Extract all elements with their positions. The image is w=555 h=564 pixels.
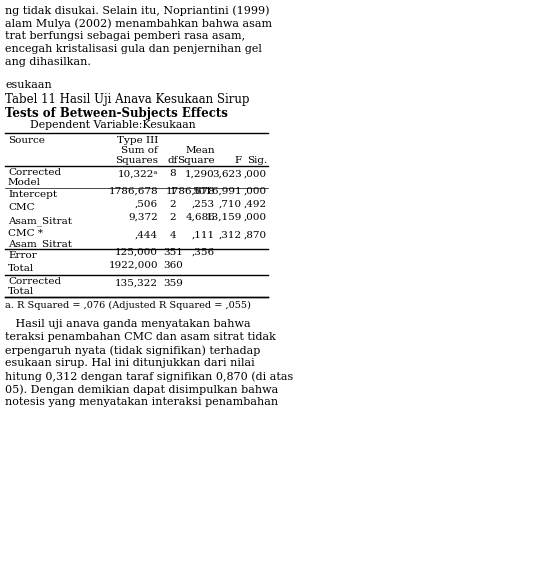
- Text: esukaan sirup. Hal ini ditunjukkan dari nilai: esukaan sirup. Hal ini ditunjukkan dari …: [5, 358, 255, 368]
- Text: Source: Source: [8, 136, 45, 145]
- Text: 2: 2: [170, 200, 176, 209]
- Text: Error: Error: [8, 251, 37, 260]
- Text: ang dihasilkan.: ang dihasilkan.: [5, 57, 91, 67]
- Text: Dependent Variable:Kesukaan: Dependent Variable:Kesukaan: [30, 120, 195, 130]
- Text: ,492: ,492: [244, 200, 267, 209]
- Text: 3,623: 3,623: [212, 170, 242, 178]
- Text: 360: 360: [163, 261, 183, 270]
- Text: 1: 1: [170, 187, 176, 196]
- Text: a. R Squared = ,076 (Adjusted R Squared = ,055): a. R Squared = ,076 (Adjusted R Squared …: [5, 301, 251, 310]
- Text: ,253: ,253: [192, 200, 215, 209]
- Text: ,444: ,444: [135, 231, 158, 240]
- Text: Type III: Type III: [117, 136, 158, 145]
- Text: ,000: ,000: [244, 170, 267, 178]
- Text: 05). Dengan demikian dapat disimpulkan bahwa: 05). Dengan demikian dapat disimpulkan b…: [5, 384, 278, 395]
- Text: Total: Total: [8, 264, 34, 273]
- Text: 135,322: 135,322: [115, 279, 158, 288]
- Text: 8: 8: [170, 170, 176, 178]
- Text: df: df: [168, 156, 178, 165]
- Text: erpengaruh nyata (tidak signifikan) terhadap: erpengaruh nyata (tidak signifikan) terh…: [5, 345, 260, 355]
- Text: 4,686: 4,686: [185, 213, 215, 222]
- Text: 1,290: 1,290: [185, 170, 215, 178]
- Text: ,000: ,000: [244, 187, 267, 196]
- Text: Sig.: Sig.: [247, 156, 267, 165]
- Text: Square: Square: [178, 156, 215, 165]
- Text: 125,000: 125,000: [115, 248, 158, 257]
- Text: Model: Model: [8, 178, 41, 187]
- Text: Mean: Mean: [185, 146, 215, 155]
- Text: 359: 359: [163, 279, 183, 288]
- Text: Intercept: Intercept: [8, 190, 57, 199]
- Text: ,870: ,870: [244, 231, 267, 240]
- Text: ,312: ,312: [219, 231, 242, 240]
- Text: Corrected: Corrected: [8, 168, 61, 177]
- Text: esukaan: esukaan: [5, 80, 52, 90]
- Text: ,000: ,000: [244, 213, 267, 222]
- Text: ,356: ,356: [192, 248, 215, 257]
- Text: F: F: [235, 156, 242, 165]
- Text: ,710: ,710: [219, 200, 242, 209]
- Text: Tabel 11 Hasil Uji Anava Kesukaan Sirup: Tabel 11 Hasil Uji Anava Kesukaan Sirup: [5, 93, 250, 106]
- Text: notesis yang menyatakan interaksi penambahan: notesis yang menyatakan interaksi penamb…: [5, 397, 278, 407]
- Text: 1786,678: 1786,678: [165, 187, 215, 196]
- Text: encegah kristalisasi gula dan penjernihan gel: encegah kristalisasi gula dan penjerniha…: [5, 44, 262, 54]
- Text: 10,322ᵃ: 10,322ᵃ: [118, 170, 158, 178]
- Text: ,506: ,506: [135, 200, 158, 209]
- Text: 351: 351: [163, 248, 183, 257]
- Text: ,111: ,111: [192, 231, 215, 240]
- Text: 9,372: 9,372: [128, 213, 158, 222]
- Text: Hasil uji anava ganda menyatakan bahwa: Hasil uji anava ganda menyatakan bahwa: [5, 319, 251, 329]
- Text: Total: Total: [8, 287, 34, 296]
- Text: 2: 2: [170, 213, 176, 222]
- Text: Tests of Between-Subjects Effects: Tests of Between-Subjects Effects: [5, 107, 228, 120]
- Text: Asam_Sitrat: Asam_Sitrat: [8, 239, 72, 249]
- Text: Squares: Squares: [115, 156, 158, 165]
- Text: 4: 4: [170, 231, 176, 240]
- Text: CMC *: CMC *: [8, 229, 43, 238]
- Text: teraksi penambahan CMC dan asam sitrat tidak: teraksi penambahan CMC dan asam sitrat t…: [5, 332, 276, 342]
- Text: CMC: CMC: [8, 203, 34, 212]
- Text: 13,159: 13,159: [205, 213, 242, 222]
- Text: 1922,000: 1922,000: [108, 261, 158, 270]
- Text: 1786,678: 1786,678: [108, 187, 158, 196]
- Text: trat berfungsi sebagai pemberi rasa asam,: trat berfungsi sebagai pemberi rasa asam…: [5, 31, 245, 41]
- Text: ng tidak disukai. Selain itu, Nopriantini (1999): ng tidak disukai. Selain itu, Nopriantin…: [5, 5, 270, 16]
- Text: alam Mulya (2002) menambahkan bahwa asam: alam Mulya (2002) menambahkan bahwa asam: [5, 18, 272, 29]
- Text: 5016,991: 5016,991: [193, 187, 242, 196]
- Text: Asam_Sitrat: Asam_Sitrat: [8, 216, 72, 226]
- Text: Corrected: Corrected: [8, 277, 61, 286]
- Text: Sum of: Sum of: [121, 146, 158, 155]
- Text: hitung 0,312 dengan taraf signifikan 0,870 (di atas: hitung 0,312 dengan taraf signifikan 0,8…: [5, 371, 293, 382]
